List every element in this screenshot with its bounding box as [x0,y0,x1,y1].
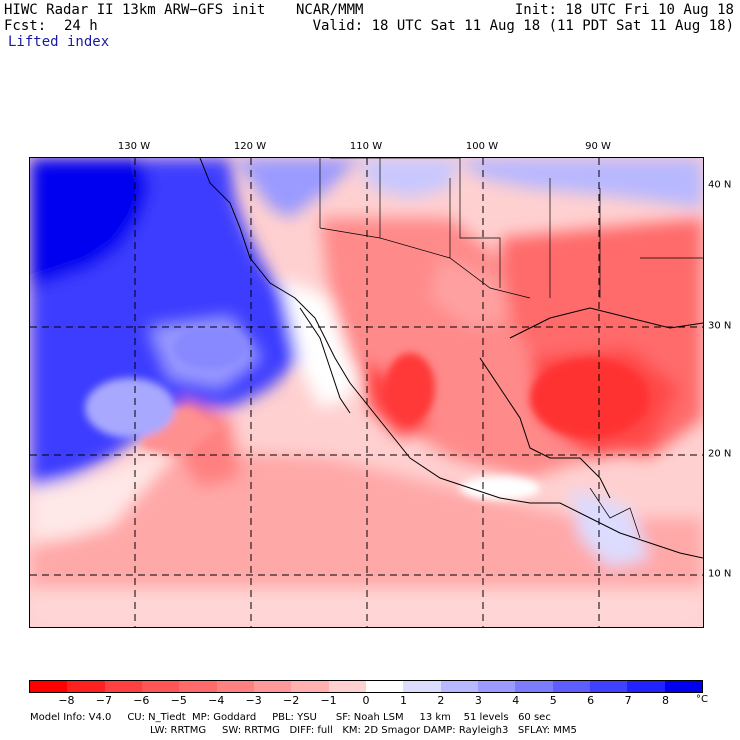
center-label: NCAR/MMM [296,2,364,18]
colorbar-swatch [440,681,478,692]
colorbar-swatch [67,681,105,692]
colorbar-tick: 0 [362,694,370,707]
colorbar-tick: −5 [170,694,187,707]
map-panel [29,157,704,628]
field-fill [30,158,703,627]
colorbar-tick: −7 [95,694,112,707]
colorbar [29,680,703,693]
colorbar-tick: −1 [320,694,337,707]
coastlines [199,158,703,559]
colorbar-swatch [328,681,366,692]
colorbar-tick: 5 [549,694,557,707]
field-name: Lifted index [8,34,110,50]
lon-label-110w: 110 W [349,141,383,152]
lat-label-40n: 40 N [708,179,732,191]
colorbar-tick: −8 [58,694,75,707]
colorbar-tick: 3 [474,694,482,707]
colorbar-swatch [552,681,590,692]
colorbar-tick: 6 [587,694,595,707]
forecast-label: Fcst: [4,18,47,34]
colorbar-swatch [589,681,628,692]
colorbar-swatch [30,681,68,692]
colorbar-swatch [515,681,553,692]
colorbar-swatch [664,681,702,692]
colorbar-tick: −6 [133,694,150,707]
field-detail [85,326,650,500]
colorbar-unit: °C [696,694,708,705]
init-time: Init: 18 UTC Fri 10 Aug 18 [514,2,734,18]
colorbar-tick: 1 [399,694,407,707]
lat-label-20n: 20 N [708,448,732,460]
colorbar-ticks: −8 −7 −6 −5 −4 −3 −2 −1 0 1 2 3 4 5 6 7 … [29,694,703,708]
lon-label-120w: 120 W [233,141,267,152]
colorbar-tick: −4 [208,694,225,707]
colorbar-swatch [141,681,180,692]
forecast-hours: 24 h [64,18,98,34]
model-title: HIWC Radar II 13km ARW−GFS init [4,2,266,18]
lon-label-90w: 90 W [585,141,611,152]
colorbar-tick: −3 [245,694,262,707]
colorbar-swatch [179,681,217,692]
colorbar-tick: −2 [283,694,300,707]
colorbar-swatch [291,681,329,692]
lon-label-100w: 100 W [465,141,499,152]
colorbar-swatch [253,681,292,692]
colorbar-swatch [477,681,516,692]
colorbar-swatch [104,681,142,692]
lat-label-10n: 10 N [708,568,732,580]
model-info-line2: LW: RRTMG SW: RRTMG DIFF: full KM: 2D Sm… [150,725,577,736]
colorbar-tick: 2 [437,694,445,707]
lon-label-130w: 130 W [117,141,151,152]
colorbar-swatch [216,681,254,692]
colorbar-swatch [627,681,665,692]
lat-label-30n: 30 N [708,320,732,332]
colorbar-swatch [403,681,441,692]
colorbar-tick: 7 [624,694,632,707]
colorbar-swatch [365,681,404,692]
colorbar-tick: 4 [512,694,520,707]
political-borders [319,158,703,539]
lifted-index-map [30,158,703,627]
model-info-line1: Model Info: V4.0 CU: N_Tiedt MP: Goddard… [30,712,551,723]
colorbar-tick: 8 [662,694,670,707]
valid-time: Valid: 18 UTC Sat 11 Aug 18 (11 PDT Sat … [312,18,734,34]
graticule [30,158,703,627]
